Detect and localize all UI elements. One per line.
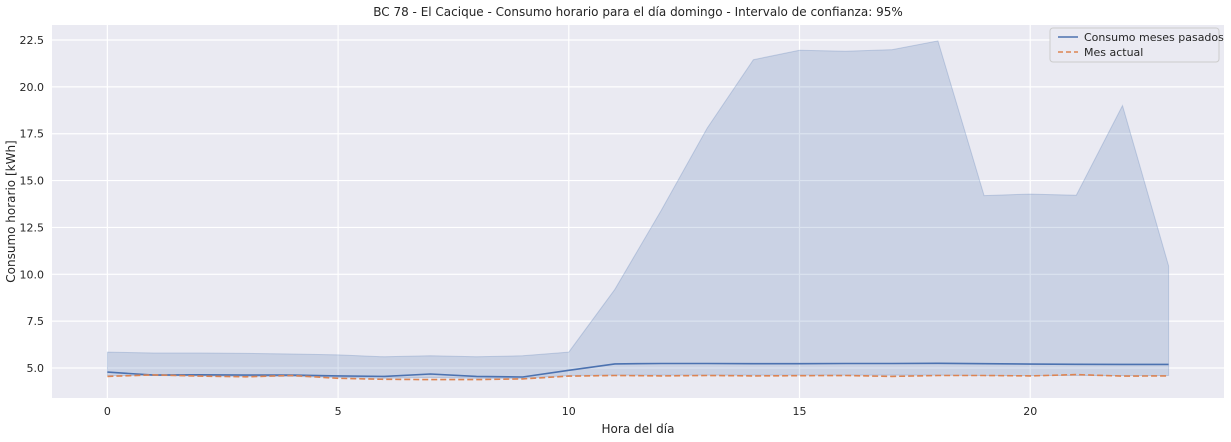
- x-ticks: 0 5 10 15 20: [104, 405, 1037, 418]
- grid-lines: [52, 25, 1224, 398]
- y-tick-label: 15.0: [20, 175, 45, 188]
- x-tick-label: 10: [562, 405, 576, 418]
- x-axis-label: Hora del día: [602, 422, 675, 436]
- confidence-band-area: [106, 40, 1170, 379]
- x-tick-label: 5: [335, 405, 342, 418]
- y-tick-label: 7.5: [27, 315, 45, 328]
- y-tick-label: 12.5: [20, 221, 45, 234]
- y-axis-label: Consumo horario [kWh]: [4, 140, 18, 282]
- x-tick-label: 15: [792, 405, 806, 418]
- legend-label-mes-actual: Mes actual: [1084, 46, 1143, 59]
- x-tick-label: 20: [1023, 405, 1037, 418]
- y-tick-label: 20.0: [20, 81, 45, 94]
- chart-title: BC 78 - El Cacique - Consumo horario par…: [373, 5, 903, 19]
- y-tick-label: 5.0: [27, 362, 45, 375]
- y-tick-label: 10.0: [20, 268, 45, 281]
- y-tick-label: 17.5: [20, 128, 45, 141]
- legend-box: [1049, 27, 1220, 63]
- x-tick-label: 0: [104, 405, 111, 418]
- series-lines: [107, 362, 1169, 381]
- legend: Consumo meses pasados Mes actual: [1049, 27, 1224, 63]
- series-line-mes-actual: [107, 373, 1169, 381]
- confidence-band: [106, 40, 1170, 379]
- legend-label-consumo-meses-pasados: Consumo meses pasados: [1084, 31, 1224, 44]
- y-tick-label: 22.5: [20, 34, 45, 47]
- y-ticks: 5.0 7.5 10.0 12.5 15.0 17.5 20.0 22.5: [20, 34, 45, 375]
